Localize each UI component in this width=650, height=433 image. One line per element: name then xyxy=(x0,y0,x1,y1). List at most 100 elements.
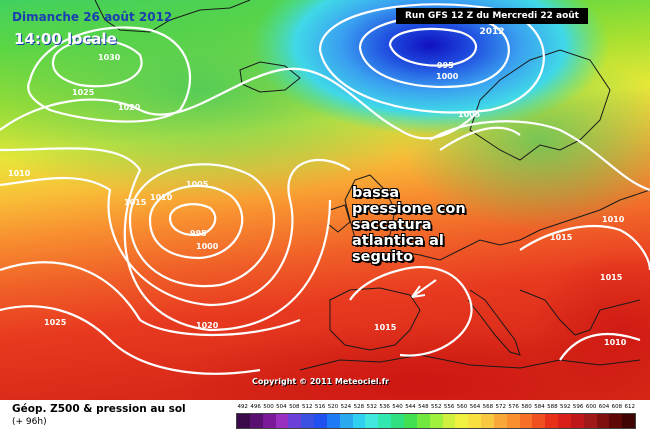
scale-label: 608 xyxy=(611,404,623,410)
scale-label: 496 xyxy=(250,404,261,410)
arrow-shaft xyxy=(411,279,437,298)
scale-label: 588 xyxy=(547,404,558,410)
isobar-label: 1015 xyxy=(550,233,573,242)
scale-label: 580 xyxy=(521,404,532,410)
scale-swatch xyxy=(378,414,392,428)
isobar-1010-wide xyxy=(0,158,351,307)
isobar-1000-atlantic xyxy=(148,184,244,260)
legend-footer: Géop. Z500 & pression au sol (+ 96h) 492… xyxy=(0,400,650,433)
scale-label: 536 xyxy=(379,404,390,410)
isobars xyxy=(0,3,650,375)
isobar-1010-east xyxy=(519,224,650,271)
scale-label: 516 xyxy=(314,404,326,410)
british-isles-coast xyxy=(344,174,396,246)
italy-coast xyxy=(467,289,521,356)
isobar-label: 1010 xyxy=(150,193,173,202)
scale-label: 556 xyxy=(443,404,455,410)
isobar-1005-atlantic xyxy=(128,163,275,288)
annotation-line: atlantica al xyxy=(352,233,444,249)
scale-swatch xyxy=(249,414,263,428)
isobar-label: 1015 xyxy=(124,198,147,207)
scale-label: 572 xyxy=(495,404,507,410)
scale-swatch xyxy=(455,414,469,428)
scale-swatch xyxy=(468,414,482,428)
isobar-1005-north-east xyxy=(439,126,521,151)
scale-swatch xyxy=(532,414,546,428)
scale-label: 492 xyxy=(237,404,248,410)
scale-label: 560 xyxy=(456,404,468,410)
scale-label: 600 xyxy=(585,404,597,410)
scale-label: 520 xyxy=(327,404,339,410)
greenland-coast xyxy=(94,0,251,33)
scale-label: 532 xyxy=(366,404,377,410)
scale-label: 564 xyxy=(469,404,481,410)
scale-swatch xyxy=(570,414,584,428)
scale-swatch xyxy=(275,414,289,428)
scale-swatch xyxy=(314,414,327,428)
color-scale xyxy=(236,413,636,429)
legend-subtitle: (+ 96h) xyxy=(12,417,47,427)
scale-label: 540 xyxy=(392,404,403,410)
isobar-label: 1030 xyxy=(98,53,121,62)
annotation-arrow xyxy=(411,279,437,298)
legend-title: Géop. Z500 & pression au sol xyxy=(12,403,186,415)
scale-swatch xyxy=(237,414,250,428)
scale-label: 552 xyxy=(431,404,442,410)
isobar-label: 1020 xyxy=(196,321,219,330)
scale-label: 524 xyxy=(340,404,352,410)
isobar-label: 1015 xyxy=(600,273,623,282)
forecast-date: Dimanche 26 août 2012 xyxy=(12,10,173,24)
isobar-label: 1010 xyxy=(8,169,31,178)
scale-swatch xyxy=(352,414,366,428)
isobar-1020-north xyxy=(0,67,481,140)
scale-swatch xyxy=(493,414,507,428)
isobar-label: 1005 xyxy=(186,180,209,189)
isobar-label: 1000 xyxy=(196,242,219,251)
isobar-1030 xyxy=(52,39,143,88)
scale-swatch xyxy=(596,414,610,428)
scale-label: 584 xyxy=(534,404,545,410)
africa-coast xyxy=(299,354,641,371)
isobar-1020-south xyxy=(0,261,301,337)
annotation-line: saccatura xyxy=(352,217,432,233)
scale-swatch xyxy=(365,414,379,428)
scale-label: 604 xyxy=(598,404,610,410)
scale-swatch xyxy=(558,414,571,428)
scandinavia-coast xyxy=(469,49,611,161)
scale-swatch xyxy=(288,414,302,428)
balkans-coast xyxy=(519,289,641,336)
arrow-head xyxy=(411,285,426,298)
annotation-line: seguito xyxy=(352,249,414,265)
hot-zone xyxy=(170,325,650,400)
annotation-line: bassa xyxy=(352,185,400,201)
scale-swatch xyxy=(442,414,456,428)
annotation-text: bassa pressione con saccatura atlantica … xyxy=(352,185,532,265)
scale-swatch xyxy=(262,414,276,428)
isobar-label: 1020 xyxy=(118,103,141,112)
isobar-label: 1005 xyxy=(458,110,481,119)
scale-swatch xyxy=(506,414,520,428)
scale-label: 592 xyxy=(560,404,571,410)
scale-swatch xyxy=(326,414,340,428)
scale-swatch xyxy=(391,414,404,428)
scale-swatch xyxy=(339,414,353,428)
isobar-1010-europe xyxy=(429,120,650,192)
scale-label: 568 xyxy=(482,404,494,410)
isobar-label: 1025 xyxy=(72,88,95,97)
isobar-label: 1010 xyxy=(602,215,625,224)
forecast-time: 14:00 locale xyxy=(14,30,117,48)
scale-swatch xyxy=(416,414,430,428)
run-info: Run GFS 12 Z du Mercredi 22 août 2012 xyxy=(396,8,588,37)
isobar-1015-wide xyxy=(0,147,332,332)
europe-coast xyxy=(389,189,650,261)
scale-label: 508 xyxy=(289,404,300,410)
scale-swatch xyxy=(301,414,315,428)
isobar-label: 1000 xyxy=(436,72,459,81)
scale-swatch xyxy=(622,414,636,428)
copyright: Copyright © 2011 Meteociel.fr xyxy=(252,377,390,386)
scale-swatch xyxy=(609,414,623,428)
isobar-1015-europe xyxy=(349,266,473,357)
coastlines xyxy=(94,0,650,371)
